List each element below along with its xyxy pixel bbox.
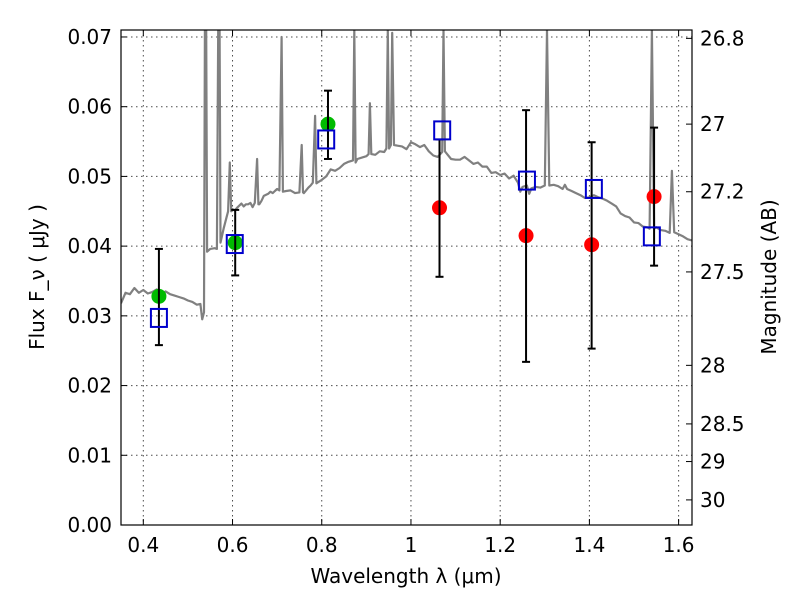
model-flux-square [642, 226, 661, 247]
x-tick-label: 0.4 [127, 533, 159, 557]
x-tick-label: 1 [405, 533, 418, 557]
series-group [121, 30, 692, 363]
right-tick-label: 30 [700, 488, 725, 512]
x-tick-label: 0.8 [306, 533, 338, 557]
x-axis-title: Wavelength λ (μm) [310, 564, 501, 588]
right-tick-label: 27.5 [700, 260, 745, 284]
axes: 0.4 0.6 0.8 1 1.2 1.4 1.6 0.00 0.01 0.02 0.03 0.04 0… [67, 25, 744, 557]
model-flux-square [433, 120, 452, 141]
right-tick-label: 29 [700, 450, 725, 474]
y-tick-label: 0.02 [67, 374, 112, 398]
right-tick-label: 26.8 [700, 26, 745, 50]
x-tick-label: 1.2 [484, 533, 516, 557]
x-tick-label: 1.6 [663, 533, 695, 557]
y-tick-label: 0.05 [67, 164, 112, 188]
model-spectrum-line [121, 30, 692, 321]
y-axis-title: Flux F_ν ( μJy ) [25, 204, 49, 350]
right-axis-title: Magnitude (AB) [757, 199, 781, 354]
model-flux-square [317, 129, 336, 150]
x-tick-label: 0.6 [217, 533, 249, 557]
model-flux-square [517, 170, 536, 191]
y-tick-label: 0.01 [67, 443, 112, 467]
right-tick-label: 27.2 [700, 180, 745, 204]
right-tick-label: 27 [700, 112, 725, 136]
plot-frame [120, 29, 693, 526]
y-tick-label: 0.07 [67, 25, 112, 49]
model-flux-square [584, 178, 603, 199]
model-flux-square [149, 307, 168, 328]
right-tick-label: 28.5 [700, 412, 745, 436]
model-flux-square [225, 234, 244, 255]
x-tick-label: 1.4 [573, 533, 605, 557]
y-tick-label: 0.06 [67, 95, 112, 119]
y-tick-label: 0.00 [67, 513, 112, 537]
y-tick-label: 0.04 [67, 234, 112, 258]
series-layer [121, 30, 692, 363]
right-tick-label: 28 [700, 353, 725, 377]
y-tick-label: 0.03 [67, 304, 112, 328]
